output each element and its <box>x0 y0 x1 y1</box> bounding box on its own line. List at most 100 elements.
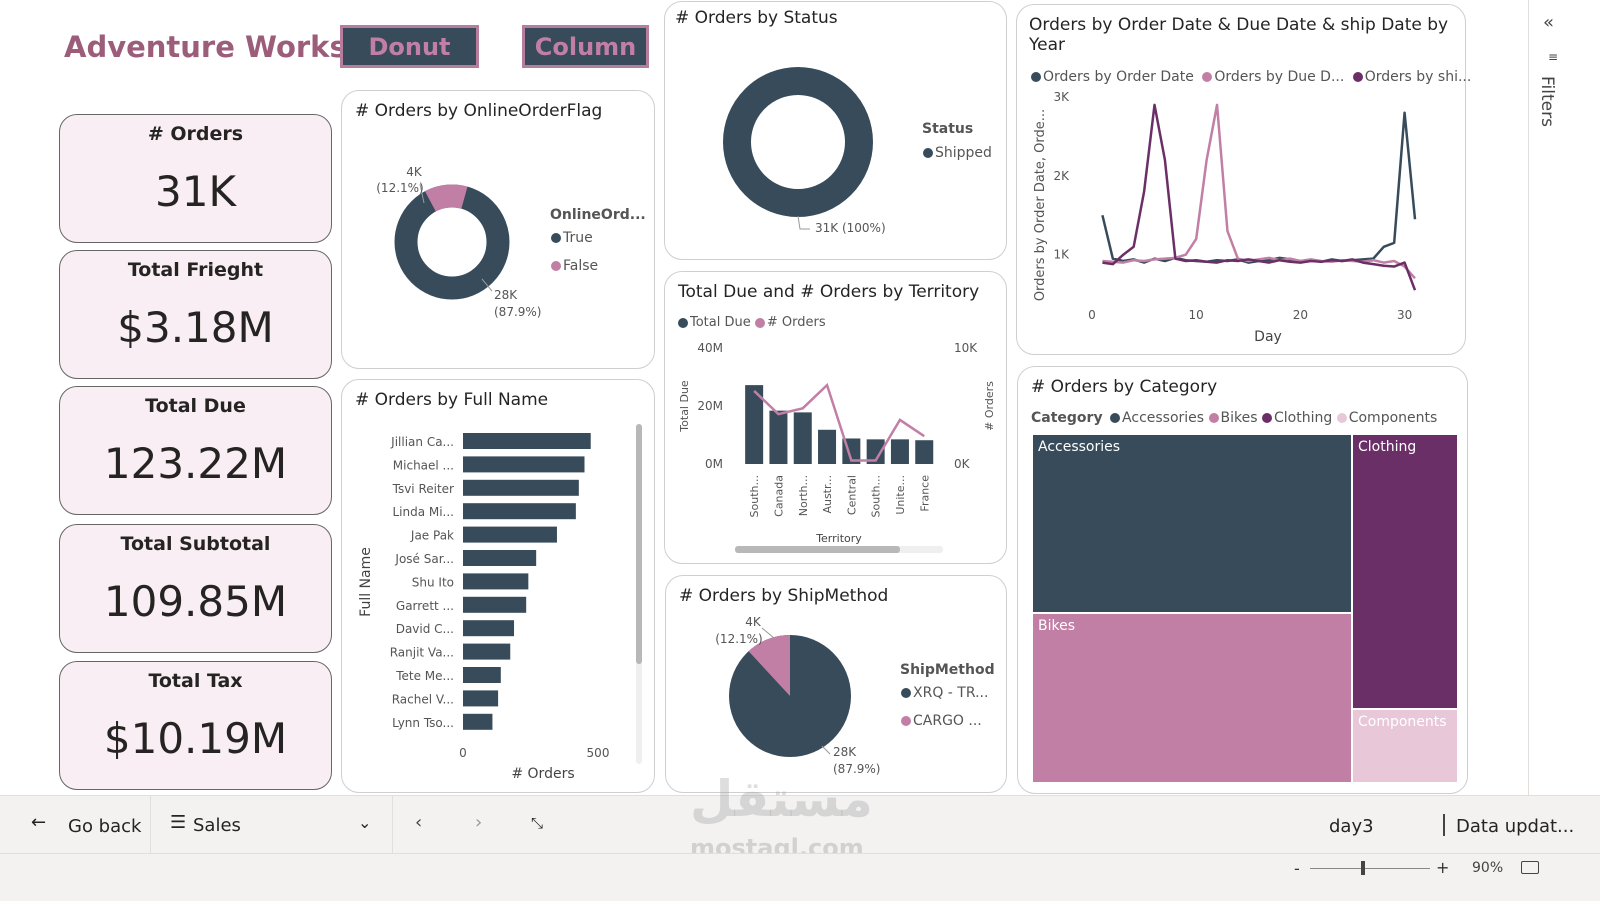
label-leader <box>821 745 831 755</box>
ship-date-line[interactable] <box>1102 103 1417 291</box>
bar[interactable] <box>866 439 885 464</box>
treemap-tile-accessories[interactable]: Accessories <box>1032 434 1352 613</box>
legend-item-order-date[interactable]: Orders by Order Date <box>1031 69 1194 85</box>
treemap-tile-components[interactable]: Components <box>1352 709 1458 783</box>
filters-label[interactable]: Filters <box>1537 76 1557 127</box>
status-card[interactable]: # Orders by Status 31K (100%) Status Shi… <box>664 1 1007 260</box>
bar[interactable] <box>890 439 909 464</box>
watermark-arabic: مستقل <box>690 770 873 828</box>
status-donut[interactable]: 31K (100%) <box>665 2 1005 257</box>
dates-card[interactable]: Orders by Order Date & Due Date & ship D… <box>1016 4 1471 355</box>
legend-label: Shipped <box>935 145 992 161</box>
y-tick-label: 2K <box>1053 169 1070 183</box>
kpi-value: $3.18M <box>117 303 274 352</box>
bar[interactable] <box>463 667 501 683</box>
order-date-line[interactable] <box>1101 111 1417 264</box>
bar[interactable] <box>745 385 764 464</box>
bar[interactable] <box>463 479 579 496</box>
y-axis-title: Full Name <box>358 547 374 617</box>
legend-title: Status <box>922 121 974 137</box>
bar[interactable] <box>769 410 788 464</box>
full-name-bar-chart[interactable]: Full Name # Orders Jillian Ca... Michael … <box>342 380 654 792</box>
visual-title: # Orders by OnlineOrderFlag <box>355 101 603 121</box>
bar[interactable] <box>463 573 529 590</box>
bar[interactable] <box>463 596 527 613</box>
zoom-out-button[interactable]: - <box>1294 859 1300 878</box>
bar[interactable] <box>463 503 576 520</box>
due-date-line[interactable] <box>1102 103 1416 280</box>
zoom-slider-thumb[interactable] <box>1361 861 1365 875</box>
collapse-view-icon[interactable]: ⤡ <box>531 814 544 832</box>
territory-combo-chart[interactable]: 40M 20M 0M 10K 0K Total Due # Orders Ter… <box>665 272 1006 563</box>
full-name-card[interactable]: # Orders by Full Name Full Name # Orders… <box>341 379 655 793</box>
treemap-tile-clothing[interactable]: Clothing <box>1352 434 1458 709</box>
next-page-icon[interactable]: › <box>475 812 483 833</box>
legend-item-accessories[interactable]: Accessories <box>1110 410 1204 426</box>
legend-item-orders[interactable]: # Orders <box>754 315 826 330</box>
go-back-button[interactable]: Go back <box>68 816 142 837</box>
dates-line-chart[interactable]: Orders by Order Date, Orde... Day 1K 2K 3K… <box>1017 5 1465 354</box>
category-label: Tete Me... <box>395 669 454 683</box>
legend-label: Orders by Due D... <box>1214 69 1345 85</box>
legend-item-due-date[interactable]: Orders by Due D... <box>1202 69 1344 85</box>
kpi-tax: Total Tax $10.19M <box>59 661 332 790</box>
legend-label: Bikes <box>1220 410 1258 426</box>
legend-dot <box>754 317 765 328</box>
bar[interactable] <box>463 456 585 473</box>
online-flag-card[interactable]: # Orders by OnlineOrderFlag 4K (12.1%) 2… <box>341 90 655 369</box>
kpi-title: Total Due <box>145 395 246 417</box>
category-label: Jillian Ca... <box>390 435 454 449</box>
status-value-label: 31K (100%) <box>815 221 886 235</box>
bar[interactable] <box>463 620 515 637</box>
bar[interactable] <box>463 713 493 730</box>
legend-item-xrq[interactable]: XRQ - TR... <box>901 685 988 701</box>
legend-item-true[interactable]: True <box>551 230 593 246</box>
x-tick-label: 10 <box>1189 308 1204 322</box>
zoom-slider-track[interactable] <box>1310 868 1430 869</box>
online-flag-donut[interactable]: 4K (12.1%) 28K (87.9%) <box>342 91 654 368</box>
x-tick-label: 500 <box>587 746 610 760</box>
collapse-icon[interactable]: « <box>1543 12 1555 33</box>
ship-method-pie[interactable]: 4K (12.1%) 28K (87.9%) <box>666 576 1006 792</box>
legend-dot <box>1262 413 1273 423</box>
bar[interactable] <box>463 643 511 660</box>
category-label: North... <box>797 475 810 516</box>
legend-label: Clothing <box>1274 410 1333 426</box>
legend-item-clothing[interactable]: Clothing <box>1262 410 1332 426</box>
category-card[interactable]: # Orders by Category Category Accessorie… <box>1017 366 1468 794</box>
donut-button[interactable]: Donut <box>340 25 479 68</box>
ship-method-card[interactable]: # Orders by ShipMethod 4K (12.1%) 28K (8… <box>665 575 1007 793</box>
legend-item-ship-date[interactable]: Orders by shi... <box>1352 69 1471 85</box>
chevron-down-icon[interactable]: ⌄ <box>358 813 372 832</box>
previous-page-icon[interactable]: ‹ <box>415 812 423 833</box>
legend-dot <box>1208 413 1219 423</box>
bar[interactable] <box>463 550 537 566</box>
territory-legend: Total Due # Orders <box>678 315 826 330</box>
bar[interactable] <box>818 429 837 464</box>
bar[interactable] <box>463 433 591 449</box>
column-button[interactable]: Column <box>522 25 649 68</box>
legend-item-cargo[interactable]: CARGO ... <box>901 713 982 729</box>
bar[interactable] <box>793 412 812 464</box>
divider <box>392 796 393 854</box>
legend-item-total-due[interactable]: Total Due <box>678 315 751 330</box>
territory-card[interactable]: Total Due and # Orders by Territory Tota… <box>664 271 1007 564</box>
bar[interactable] <box>915 440 934 464</box>
page-select[interactable]: Sales <box>193 815 241 836</box>
bar[interactable] <box>463 690 499 707</box>
legend-item-false[interactable]: False <box>551 258 598 274</box>
legend-item-shipped[interactable]: Shipped <box>923 145 992 161</box>
page-name: day3 <box>1329 816 1374 837</box>
y-axis-title: Total Due <box>678 380 691 433</box>
back-arrow-icon[interactable]: ← <box>31 812 47 833</box>
bar[interactable] <box>463 526 557 543</box>
x-tick-label: 0 <box>1088 308 1096 322</box>
legend-label: Components <box>1348 410 1438 426</box>
fit-to-page-icon[interactable] <box>1521 861 1539 874</box>
legend-item-components[interactable]: Components <box>1336 410 1438 426</box>
filters-pane[interactable]: « ≡ Filters <box>1528 0 1600 795</box>
treemap-tile-bikes[interactable]: Bikes <box>1032 613 1352 783</box>
legend-dot <box>551 233 561 243</box>
zoom-in-button[interactable]: + <box>1436 858 1450 877</box>
legend-item-bikes[interactable]: Bikes <box>1208 410 1258 426</box>
